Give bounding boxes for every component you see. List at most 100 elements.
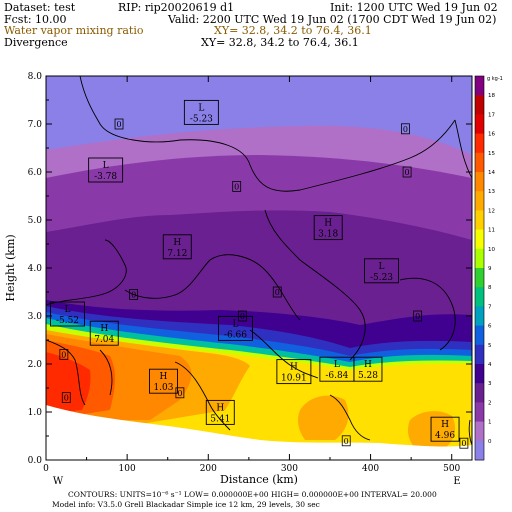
extremum-box — [430, 416, 460, 442]
fcst-label: Fcst: 10.00 — [4, 13, 67, 26]
x-tick-label: 0 — [43, 464, 49, 474]
zero-label-box — [114, 118, 124, 130]
extremum-value: -3.78 — [94, 172, 117, 182]
colorbar-swatch — [475, 229, 484, 250]
zero-label: 0 — [61, 350, 66, 359]
extremum-value: -5.23 — [370, 273, 393, 283]
zero-label-box — [272, 286, 282, 298]
zero-label-box — [401, 123, 410, 135]
terrain — [46, 405, 472, 460]
zero-label: 0 — [461, 439, 466, 448]
zero-label: 0 — [64, 394, 69, 403]
zero-label-box — [341, 435, 351, 447]
zero-label: 0 — [177, 389, 182, 398]
y-tick-label: 6.0 — [28, 168, 43, 178]
dataset-label: Dataset: test — [4, 1, 76, 14]
extremum-box — [313, 215, 343, 241]
contours-info: CONTOURS: UNITS=10⁻⁶ s⁻¹ LOW= 0.000000E+… — [68, 490, 437, 499]
extremum-value: -5.23 — [190, 114, 213, 124]
colorbar-level: 13 — [488, 189, 495, 195]
extremum-value: 7.04 — [94, 335, 114, 345]
extremum-type: H — [160, 372, 168, 382]
zero-label: 0 — [403, 125, 408, 134]
extremum-box — [353, 356, 383, 382]
colorbar-swatch — [475, 383, 484, 403]
colorbar-swatch — [475, 210, 484, 231]
colorbar-swatch — [475, 325, 484, 346]
y-axis: 0.0 1.0 2.0 3.0 4.0 5.0 6.0 7.0 8.0 — [28, 72, 472, 466]
extremum-value: -6.66 — [224, 330, 247, 340]
field2-xy: XY= 32.8, 34.2 to 76.4, 36.1 — [201, 36, 359, 49]
y-tick-label: 0.0 — [28, 456, 43, 466]
x-tick-label: 300 — [281, 464, 298, 474]
y-tick-label: 8.0 — [28, 72, 43, 82]
plot-fill — [46, 76, 472, 460]
extremum-value: 1.03 — [153, 383, 173, 393]
zero-label: 0 — [234, 182, 239, 191]
colorbar-swatch — [475, 76, 484, 96]
zero-label-box — [129, 288, 139, 300]
x-tick-label: 500 — [443, 464, 460, 474]
colorbar-swatch — [475, 402, 484, 423]
colorbar-level: 11 — [488, 228, 495, 234]
field1-xy: XY= 32.8, 34.2 to 76.4, 36.1 — [214, 24, 372, 37]
colorbar-swatch — [475, 152, 484, 173]
extremum-type: H — [324, 219, 332, 229]
zero-label: 0 — [275, 288, 280, 297]
colorbar-unit: g kg-1 — [487, 76, 503, 82]
colorbar-level: 5 — [488, 343, 492, 349]
colorbar-level: 0 — [488, 439, 492, 445]
zero-label: 0 — [344, 437, 349, 446]
extremum-type: L — [198, 103, 204, 113]
extremum-value: 3.18 — [318, 230, 338, 240]
field1-name: Water vapor mixing ratio — [4, 24, 144, 37]
extremum-type: H — [290, 363, 298, 373]
extremum-type: L — [103, 161, 109, 171]
colorbar-swatch — [475, 421, 484, 442]
x-tick-label: 200 — [200, 464, 217, 474]
colorbar-level: 8 — [488, 285, 492, 291]
x-axis: 0 100 200 300 400 500 — [43, 76, 461, 474]
extremum-box — [89, 320, 119, 346]
extremum-type: L — [232, 319, 238, 329]
orange-blob-right2 — [407, 411, 456, 448]
zero-label-box — [237, 310, 247, 322]
y-tick-label: 5.0 — [28, 216, 43, 226]
zero-label-box — [61, 392, 71, 404]
extremum-box — [88, 157, 124, 183]
y-tick-label: 3.0 — [28, 312, 43, 322]
zero-label-box — [402, 166, 412, 178]
x-axis-label: Distance (km) — [220, 473, 298, 486]
extremum-value: 10.91 — [281, 374, 307, 384]
x-tick-label: 100 — [119, 464, 136, 474]
x-right-end-label: E — [453, 476, 460, 487]
colorbar-swatch — [475, 172, 484, 192]
colorbar-level: 18 — [488, 93, 495, 99]
orange-blob-right — [297, 395, 349, 440]
y-axis-label: Height (km) — [4, 234, 17, 301]
colorbar-swatch — [475, 133, 484, 154]
extremum-value: -6.84 — [325, 371, 348, 381]
extremum-box — [149, 368, 178, 394]
colorbar-level: 2 — [488, 400, 492, 406]
init-label: Init: 1200 UTC Wed 19 Jun 02 — [330, 1, 498, 14]
extremum-type: H — [364, 360, 372, 370]
extremum-type: H — [216, 403, 224, 413]
extremum-type: H — [441, 420, 449, 430]
zero-label-box — [232, 180, 242, 192]
zero-label: 0 — [415, 312, 420, 321]
colorbar-level: 14 — [488, 170, 495, 176]
colorbar-swatch — [475, 306, 484, 327]
zero-label: 0 — [116, 120, 121, 129]
extremum-box — [162, 234, 192, 260]
rip-label: RIP: rip20020619 d1 — [118, 1, 235, 14]
extremum-type: H — [100, 324, 108, 334]
colorbar-frame — [474, 75, 485, 461]
colorbar-level: 16 — [488, 132, 495, 138]
zero-label-box — [175, 387, 185, 399]
extremum-value: 5.41 — [210, 414, 230, 424]
colorbar-swatch — [475, 95, 484, 115]
colorbar-level: 10 — [488, 247, 495, 253]
extremum-box — [205, 399, 235, 425]
